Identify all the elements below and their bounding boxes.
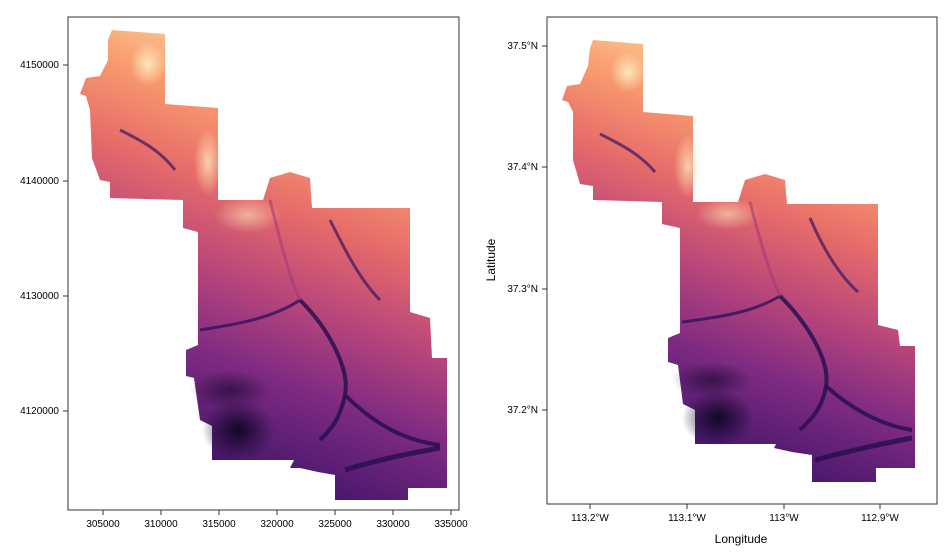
right-x-tick-label: 112.9°W bbox=[861, 513, 899, 524]
right-y-tick-label: 37.4°N bbox=[507, 162, 538, 173]
left-x-tick-label: 325000 bbox=[318, 519, 352, 530]
right-elevation-raster bbox=[562, 40, 915, 482]
right-map-panel: 113.2°W 113.1°W 113°W 112.9°W Longitude … bbox=[484, 16, 938, 546]
left-y-tick-label: 4120000 bbox=[20, 406, 59, 417]
left-y-tick-label: 4150000 bbox=[20, 60, 59, 71]
left-x-tick-label: 335000 bbox=[434, 519, 468, 530]
right-x-tick-label: 113.2°W bbox=[571, 513, 609, 524]
right-x-tick-label: 113.1°W bbox=[668, 513, 706, 524]
left-y-tick-label: 4130000 bbox=[20, 291, 59, 302]
left-y-axis: 4120000 4130000 4140000 4150000 bbox=[20, 60, 68, 417]
x-axis-title: Longitude bbox=[715, 532, 768, 546]
left-x-tick-label: 330000 bbox=[376, 519, 410, 530]
left-x-tick-label: 310000 bbox=[144, 519, 178, 530]
right-x-tick-label: 113°W bbox=[769, 513, 799, 524]
left-elevation-raster bbox=[80, 30, 447, 500]
right-y-tick-label: 37.5°N bbox=[507, 41, 538, 52]
y-axis-title: Latitude bbox=[484, 238, 498, 281]
right-y-axis: 37.2°N 37.3°N 37.4°N 37.5°N Latitude bbox=[484, 41, 547, 416]
left-y-tick-label: 4140000 bbox=[20, 176, 59, 187]
right-plot-frame bbox=[546, 16, 938, 505]
left-x-tick-label: 305000 bbox=[86, 519, 120, 530]
right-y-tick-label: 37.2°N bbox=[507, 405, 538, 416]
left-x-tick-label: 315000 bbox=[202, 519, 236, 530]
left-plot-frame bbox=[67, 16, 460, 511]
left-x-axis: 305000 310000 315000 320000 325000 33000… bbox=[86, 510, 468, 530]
left-x-tick-label: 320000 bbox=[260, 519, 294, 530]
left-map-panel: 305000 310000 315000 320000 325000 33000… bbox=[20, 16, 468, 530]
right-x-axis: 113.2°W 113.1°W 113°W 112.9°W Longitude bbox=[571, 504, 899, 546]
right-y-tick-label: 37.3°N bbox=[507, 284, 538, 295]
